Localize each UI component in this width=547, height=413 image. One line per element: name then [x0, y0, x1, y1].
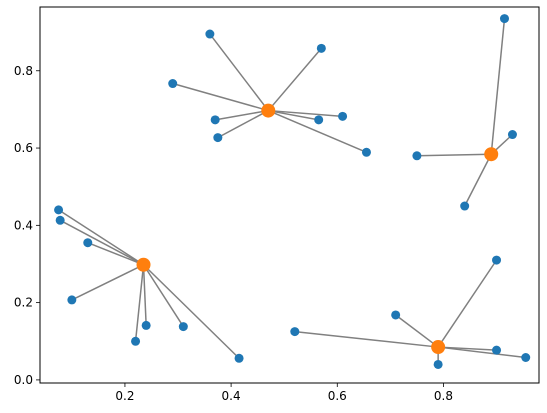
edge-line [142, 264, 240, 359]
y-tick-label: 0.4 [14, 218, 33, 232]
edge-line [134, 264, 145, 342]
edge-line [268, 109, 343, 118]
data-point [54, 205, 64, 215]
cluster-center-point [431, 340, 446, 355]
edge-line [209, 33, 269, 112]
x-tick-label: 0.8 [434, 389, 453, 403]
edge-line [142, 264, 184, 327]
data-point [361, 147, 371, 157]
edge-line [438, 346, 526, 359]
centers-layer [136, 103, 499, 355]
data-point [210, 115, 220, 125]
data-point [290, 327, 300, 337]
y-tick-label: 0.2 [14, 296, 33, 310]
data-point [178, 322, 188, 332]
data-point [412, 151, 422, 161]
edge-line [294, 330, 439, 348]
data-point [507, 130, 517, 140]
data-point [391, 310, 401, 320]
edge-line [215, 109, 269, 121]
data-point [316, 43, 326, 53]
cluster-center-point [484, 147, 499, 162]
data-point [492, 345, 502, 355]
x-tick-label: 0.6 [328, 389, 347, 403]
edges-layer [58, 18, 526, 365]
data-point [55, 215, 65, 225]
edge-line [142, 264, 147, 326]
data-point [460, 201, 470, 211]
edge-line [490, 18, 506, 155]
y-tick-label: 0.6 [14, 141, 33, 155]
x-tick-label: 0.4 [222, 389, 241, 403]
edge-line [464, 153, 492, 207]
y-axis-ticks: 0.0 0.2 0.4 0.6 0.8 [14, 64, 40, 387]
edge-line [58, 209, 144, 266]
data-point [338, 111, 348, 121]
data-point [521, 352, 531, 362]
y-tick-label: 0.0 [14, 373, 33, 387]
data-point [205, 29, 215, 39]
data-point [168, 79, 178, 89]
edge-line [395, 314, 439, 348]
axes-frame [39, 6, 540, 384]
cluster-center-point [261, 103, 276, 118]
edge-line [267, 47, 322, 112]
data-point [499, 14, 509, 24]
data-point [314, 115, 324, 125]
points-layer [54, 14, 531, 369]
x-tick-label: 0.2 [115, 389, 134, 403]
edge-line [437, 259, 498, 348]
data-point [492, 255, 502, 265]
data-point [433, 359, 443, 369]
edge-line [267, 109, 367, 153]
edge-line [87, 242, 144, 266]
data-point [234, 353, 244, 363]
edge-line [416, 153, 492, 157]
edge-line [172, 82, 269, 112]
cluster-center-point [136, 257, 151, 272]
data-point [213, 133, 223, 143]
y-tick-label: 0.8 [14, 64, 33, 78]
edge-line [59, 219, 144, 266]
edge-line [268, 109, 319, 121]
data-point [67, 295, 77, 305]
data-point [131, 336, 141, 346]
edge-line [71, 264, 144, 301]
edge-line [217, 109, 269, 139]
x-axis-ticks: 0.2 0.4 0.6 0.8 [115, 383, 453, 403]
data-point [141, 320, 151, 330]
data-point [83, 238, 93, 248]
